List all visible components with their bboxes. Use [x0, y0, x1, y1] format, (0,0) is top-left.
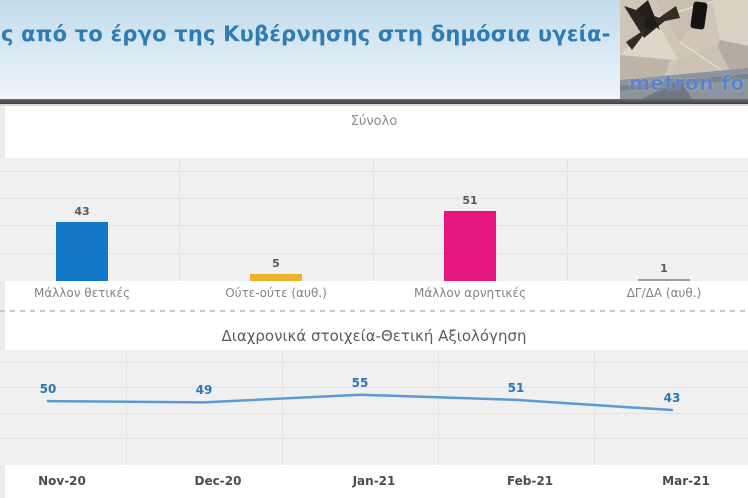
header: ς από το έργο της Κυβέρνησης στη δημόσια…	[0, 0, 748, 99]
category-label: Ούτε-ούτε (αυθ.)	[225, 286, 327, 300]
gridline	[567, 158, 568, 281]
bar	[250, 274, 302, 281]
line-point-label: 51	[507, 380, 525, 395]
header-divider	[0, 99, 748, 104]
category-label: ΔΓ/ΔΑ (αυθ.)	[626, 286, 702, 300]
bar-chart-category-axis: Μάλλον θετικές Ούτε-ούτε (αυθ.) Μάλλον αρν…	[0, 286, 748, 302]
gridline	[0, 412, 748, 414]
bar	[444, 211, 496, 281]
bar-chart-plot: 43 5 51 1	[0, 158, 748, 281]
section-separator	[0, 310, 748, 312]
line-point-label: 55	[351, 375, 369, 390]
line-chart-month-axis: Nov-20 Dec-20 Jan-21 Feb-21 Mar-21	[0, 474, 748, 490]
line-chart-plot: 50 49 55 51 43	[0, 350, 748, 465]
header-divider-shadow	[0, 104, 748, 106]
bar	[56, 222, 108, 281]
gridline	[594, 350, 595, 465]
left-edge-strip	[0, 106, 5, 498]
bar-value-label: 51	[462, 194, 478, 207]
gridline	[282, 350, 283, 465]
gridline	[0, 198, 748, 199]
gridline	[373, 158, 374, 281]
line-point-label: 49	[195, 383, 213, 398]
bar-value-label: 43	[74, 205, 90, 218]
line-chart-title: Διαχρονικά στοιχεία-Θετική Αξιολόγηση	[221, 327, 527, 345]
gridline	[438, 350, 439, 465]
gridline	[126, 350, 127, 465]
category-label: Μάλλον θετικές	[33, 286, 131, 300]
page-title: ς από το έργο της Κυβέρνησης στη δημόσια…	[1, 22, 611, 46]
category-label: Μάλλον αρνητικές	[413, 286, 527, 300]
gridline	[0, 170, 748, 172]
bar	[638, 279, 690, 281]
gridline	[0, 252, 748, 254]
trend-line	[46, 393, 674, 412]
metron-logo: metron fo	[620, 0, 748, 99]
gridline	[0, 225, 748, 227]
month-label: Jan-21	[352, 474, 396, 488]
gridline	[0, 361, 748, 363]
month-label: Feb-21	[506, 474, 554, 488]
line-point-label: 43	[663, 391, 681, 406]
gridline	[0, 387, 748, 389]
month-label: Nov-20	[38, 474, 86, 488]
bar-value-label: 1	[660, 262, 668, 275]
logo-text: metron fo	[629, 71, 745, 95]
logo-collage-image	[620, 0, 748, 99]
month-label: Mar-21	[662, 474, 710, 488]
line-point-label: 50	[39, 382, 57, 397]
gridline	[0, 438, 748, 440]
bar-chart-title: Σύνολο	[350, 114, 398, 129]
bar-value-label: 5	[272, 257, 280, 270]
month-label: Dec-20	[194, 474, 242, 488]
gridline	[179, 158, 180, 281]
